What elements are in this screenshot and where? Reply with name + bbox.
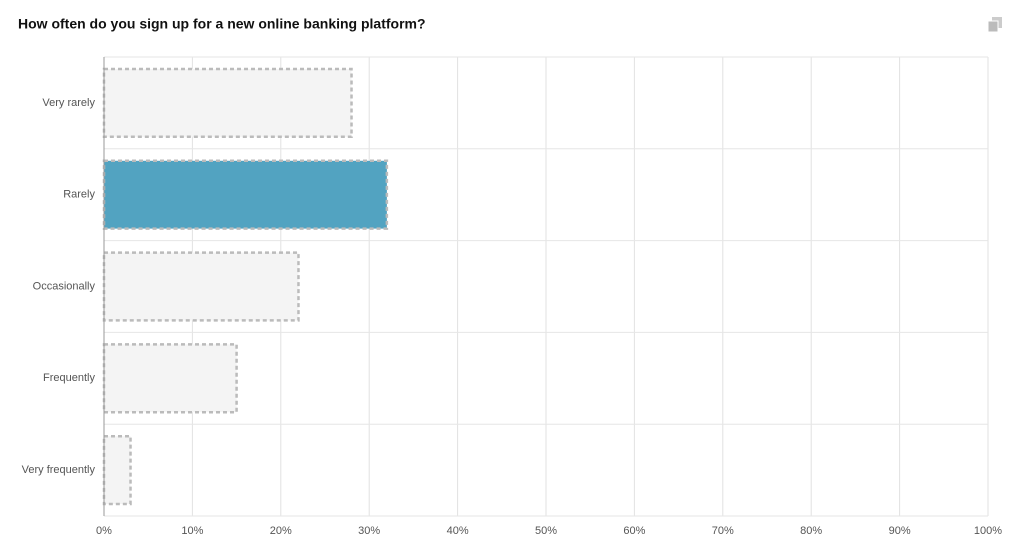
bar xyxy=(102,159,389,230)
bar xyxy=(102,343,238,414)
x-tick-label: 100% xyxy=(974,525,1002,537)
y-tick-label: Frequently xyxy=(43,372,95,384)
chart-title: How often do you sign up for a new onlin… xyxy=(18,16,426,32)
x-tick-label: 20% xyxy=(270,525,292,537)
y-tick-label: Very frequently xyxy=(22,464,96,476)
x-tick-label: 50% xyxy=(535,525,557,537)
x-tick-label: 80% xyxy=(800,525,822,537)
x-tick-label: 90% xyxy=(889,525,911,537)
bar xyxy=(102,251,300,322)
icon-front xyxy=(987,20,999,33)
x-tick-label: 60% xyxy=(623,525,645,537)
bar xyxy=(102,67,353,139)
x-tick-label: 40% xyxy=(447,525,469,537)
copy-icon[interactable] xyxy=(987,17,1002,33)
bar xyxy=(102,434,132,506)
x-tick-label: 70% xyxy=(712,525,734,537)
x-tick-label: 30% xyxy=(358,525,380,537)
y-tick-label: Rarely xyxy=(63,189,95,201)
x-tick-label: 10% xyxy=(181,525,203,537)
y-tick-label: Occasionally xyxy=(33,280,96,292)
y-tick-label: Very rarely xyxy=(42,97,95,109)
x-tick-label: 0% xyxy=(96,525,112,537)
